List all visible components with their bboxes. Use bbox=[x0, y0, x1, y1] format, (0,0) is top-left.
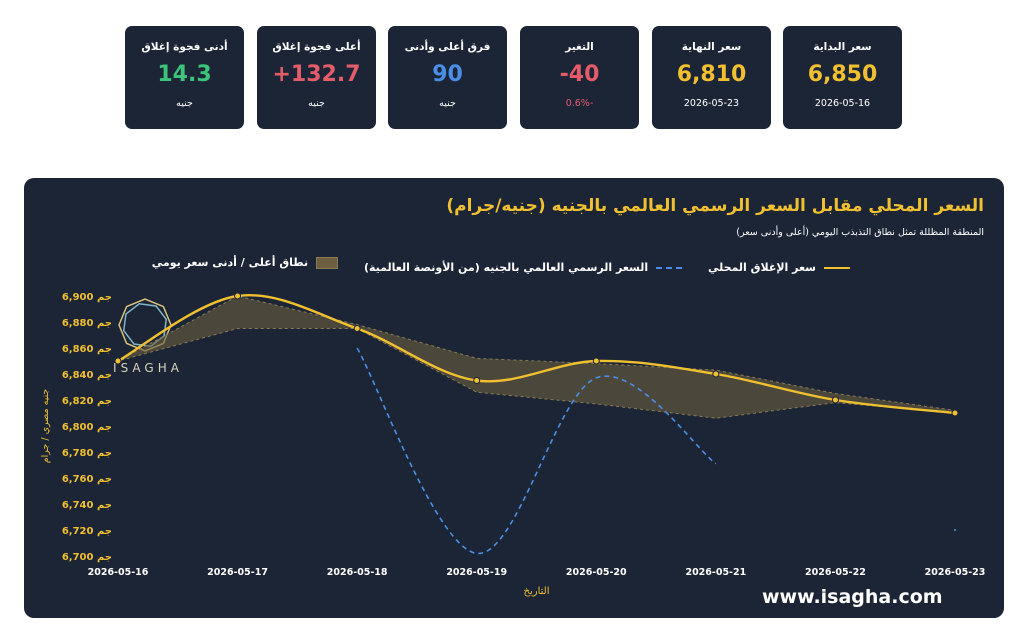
y-tick-label: 6,800 جم bbox=[62, 422, 112, 433]
stat-label: سعر النهاية bbox=[681, 41, 742, 53]
stat-card-end-price: سعر النهاية 6,810 2026-05-23 bbox=[652, 26, 771, 129]
legend-label: السعر الرسمي العالمي بالجنيه (من الأونصة… bbox=[363, 261, 649, 274]
y-axis-label: جنيه مصري / جرام bbox=[40, 389, 51, 464]
stat-value: 6,810 bbox=[676, 62, 747, 87]
watermark-url: www.isagha.com bbox=[762, 586, 943, 608]
stat-value: 14.3 bbox=[157, 62, 212, 87]
x-tick-label: 2026-05-16 bbox=[88, 567, 149, 578]
y-tick-label: 6,880 جم bbox=[62, 318, 112, 329]
y-tick-label: 6,900 جم bbox=[62, 292, 112, 303]
series-local-close-line bbox=[117, 294, 956, 415]
legend-item-local-close: سعر الإغلاق المحلي bbox=[708, 261, 850, 274]
x-tick-label: 2026-05-23 bbox=[925, 567, 986, 578]
series-global-price-line bbox=[356, 347, 717, 555]
legend-label: سعر الإغلاق المحلي bbox=[707, 261, 816, 274]
y-tick-label: 6,840 جم bbox=[62, 370, 112, 381]
series-local-close-point bbox=[473, 377, 481, 384]
stat-sub: 2026-05-23 bbox=[683, 98, 740, 109]
stat-sub: 2026-05-16 bbox=[814, 98, 871, 109]
legend-swatch-solid bbox=[824, 266, 850, 269]
y-tick-label: 6,860 جم bbox=[62, 344, 112, 355]
series-local-close-point bbox=[831, 396, 839, 404]
y-tick-label: 6,720 جم bbox=[62, 526, 112, 537]
x-tick-label: 2026-05-19 bbox=[446, 567, 507, 578]
series-local-close-point bbox=[353, 325, 361, 332]
stat-sub: -0.6% bbox=[565, 98, 594, 109]
logo-text: ISAGHA bbox=[113, 361, 183, 375]
x-tick-label: 2026-05-21 bbox=[685, 567, 746, 578]
stat-value: -40 bbox=[559, 62, 600, 87]
y-tick-label: 6,740 جم bbox=[62, 500, 112, 511]
x-tick-label: 2026-05-22 bbox=[805, 567, 866, 578]
series-local-close-point bbox=[712, 370, 720, 378]
chart-title: السعر المحلي مقابل السعر الرسمي العالمي … bbox=[446, 196, 984, 216]
stat-label: فرق أعلى وأدنى bbox=[404, 41, 491, 53]
series-local-close-point bbox=[114, 357, 122, 365]
y-tick-label: 6,760 جم bbox=[62, 474, 112, 485]
logo-shape bbox=[122, 302, 168, 348]
x-tick-label: 2026-05-18 bbox=[327, 567, 388, 578]
x-tick-label: 2026-05-17 bbox=[207, 567, 268, 578]
x-tick-label: 2026-05-20 bbox=[566, 567, 627, 578]
chart-subtitle: المنطقة المظللة تمثل نطاق التذبذب اليومي… bbox=[736, 227, 984, 238]
stat-card-max-gap: أعلى فجوة إغلاق +132.7 جنيه bbox=[257, 26, 376, 129]
y-tick-label: 6,820 جم bbox=[62, 396, 112, 407]
stat-card-start-price: سعر البداية 6,850 2026-05-16 bbox=[783, 26, 902, 129]
y-tick-label: 6,700 جم bbox=[62, 552, 112, 563]
legend-swatch-dashed bbox=[656, 266, 683, 269]
legend-swatch-band bbox=[316, 256, 339, 269]
stat-card-min-gap: أدنى فجوة إغلاق 14.3 جنيه bbox=[125, 26, 244, 129]
stat-label: التغير bbox=[565, 41, 594, 53]
series-local-close-point bbox=[234, 292, 242, 300]
stat-value: +132.7 bbox=[272, 62, 361, 87]
series-local-close-point bbox=[951, 409, 959, 417]
stat-value: 6,850 bbox=[807, 62, 878, 87]
stat-card-change: التغير -40 -0.6% bbox=[520, 26, 639, 129]
stat-sub: جنيه bbox=[308, 98, 325, 109]
x-axis-label: التاريخ bbox=[524, 586, 550, 597]
stat-sub: جنيه bbox=[439, 98, 456, 109]
legend-label: نطاق أعلى / أدنى سعر يومي bbox=[151, 256, 309, 269]
stat-card-range: فرق أعلى وأدنى 90 جنيه bbox=[388, 26, 507, 129]
chart-legend: سعر الإغلاق المحلي السعر الرسمي العالمي … bbox=[130, 256, 850, 274]
stat-value: 90 bbox=[432, 62, 463, 87]
stat-label: أدنى فجوة إغلاق bbox=[141, 41, 228, 53]
y-tick-label: 6,780 جم bbox=[62, 448, 112, 459]
series-local-close-point bbox=[592, 357, 600, 365]
legend-item-global-price: السعر الرسمي العالمي بالجنيه (من الأونصة… bbox=[363, 261, 683, 274]
stat-label: سعر البداية bbox=[813, 41, 872, 53]
stat-sub: جنيه bbox=[176, 98, 193, 109]
series-global-price-point bbox=[954, 529, 956, 531]
legend-item-range-band: نطاق أعلى / أدنى سعر يومي bbox=[151, 256, 339, 269]
stat-label: أعلى فجوة إغلاق bbox=[272, 41, 361, 53]
